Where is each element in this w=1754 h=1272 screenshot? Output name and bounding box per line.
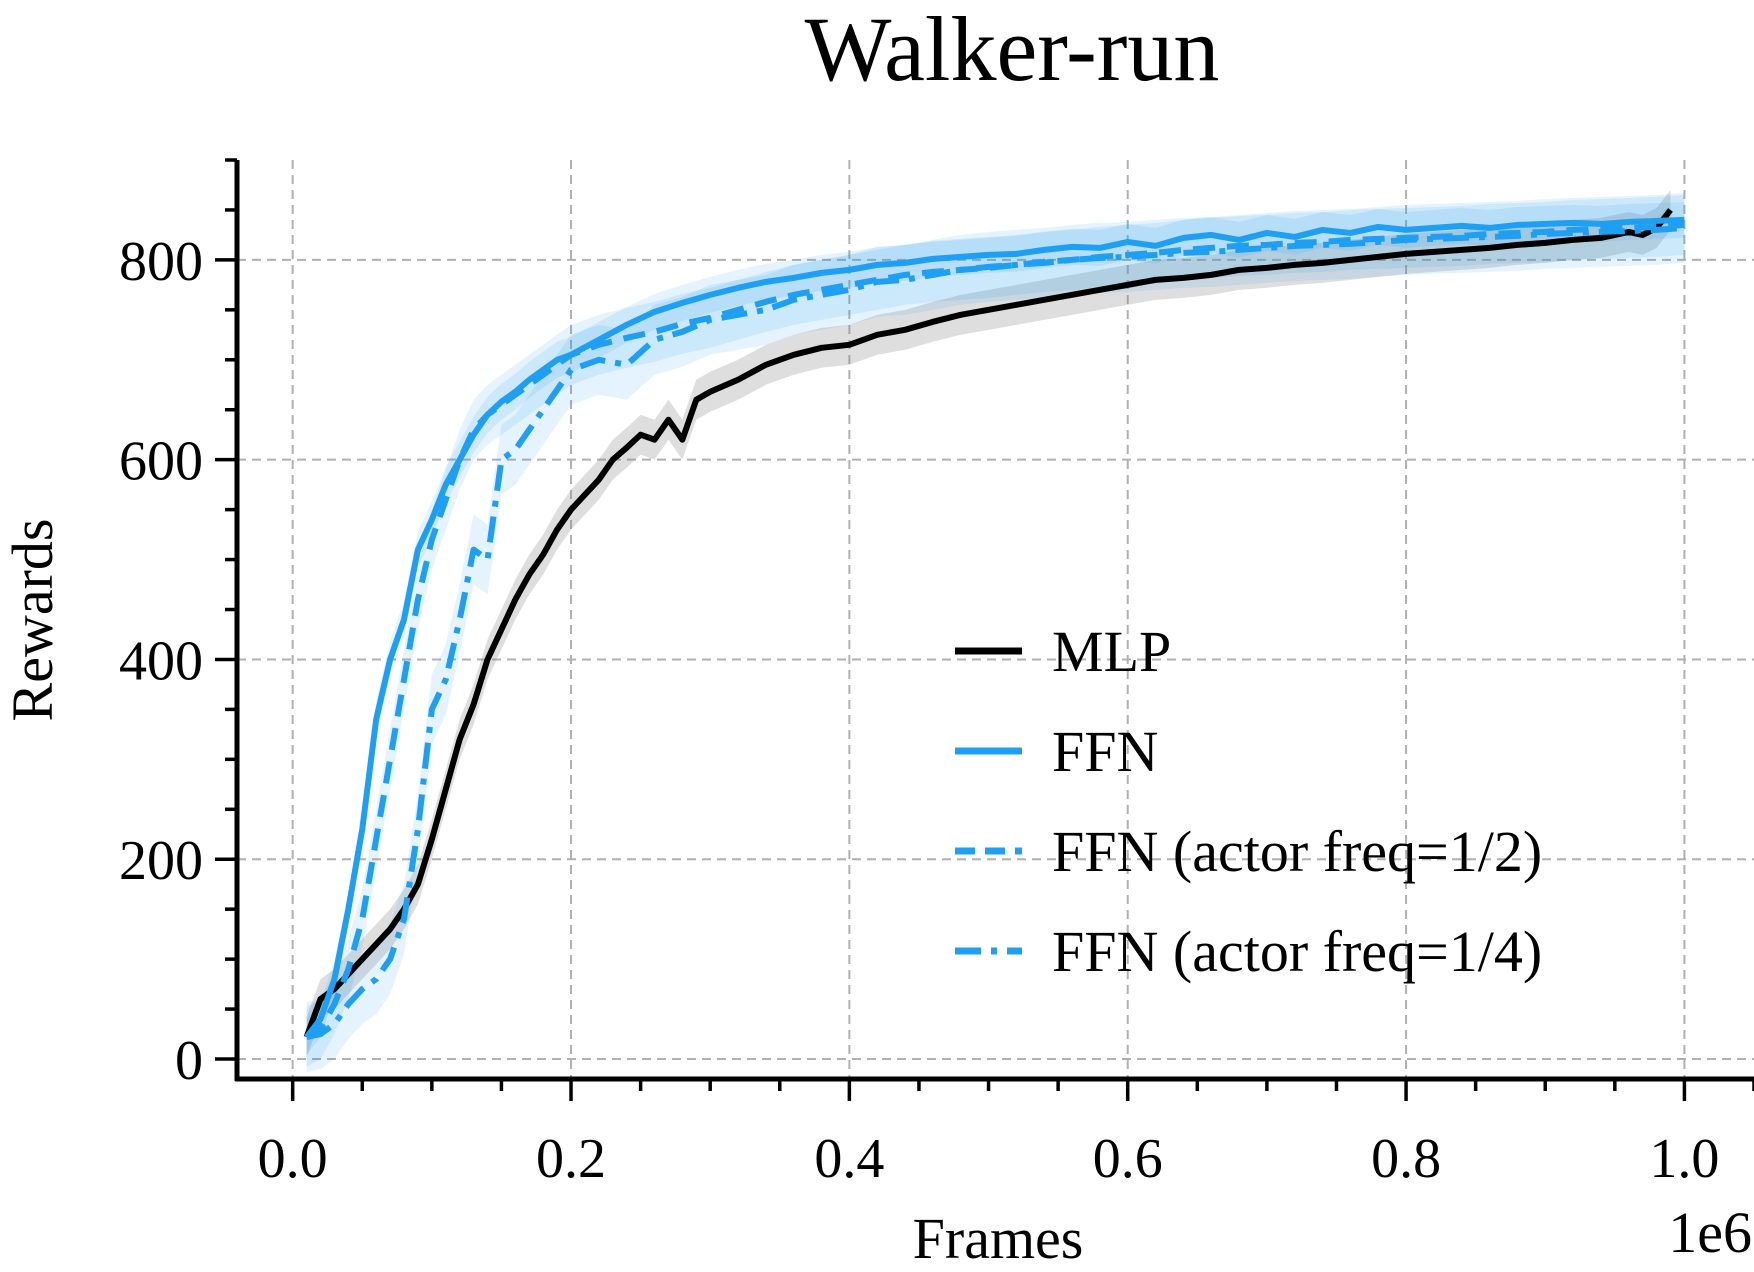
x-tick-label: 1.0 xyxy=(1649,1128,1719,1190)
chart-title: Walker-run xyxy=(805,0,1220,100)
series-lines xyxy=(303,208,1685,1040)
series-line-4 xyxy=(305,224,1685,1040)
y-axis-label: Rewards xyxy=(0,519,65,722)
legend-label-1: MLP xyxy=(1052,619,1171,684)
x-tick-label: 0.6 xyxy=(1093,1128,1163,1190)
x-tick-label: 0.0 xyxy=(258,1128,328,1190)
y-tick-label: 600 xyxy=(119,431,203,493)
legend-label-3: FFN (actor freq=1/2) xyxy=(1052,819,1542,884)
series-line-2 xyxy=(304,216,1685,1039)
series-line-3 xyxy=(305,221,1685,1040)
axes xyxy=(234,160,1754,1082)
x-axis-label: Frames xyxy=(913,1206,1084,1271)
legend-label-2: FFN xyxy=(1052,719,1158,784)
tick-labels: 0.0 0.2 0.4 0.6 0.8 1.0 0 200 400 600 800 xyxy=(119,231,1719,1190)
y-tick-label: 0 xyxy=(175,1030,203,1092)
series-line-1 xyxy=(303,208,1673,1039)
y-tick-label: 200 xyxy=(119,830,203,892)
x-tick-label: 0.2 xyxy=(536,1128,606,1190)
legend: MLP FFN FFN (actor freq=1/2) FFN (actor fre… xyxy=(955,619,1542,984)
y-tick-label: 400 xyxy=(119,630,203,692)
x-offset-label: 1e6 xyxy=(1668,1200,1752,1265)
y-tick-label: 800 xyxy=(119,231,203,293)
ticks xyxy=(215,158,1754,1101)
x-tick-label: 0.4 xyxy=(814,1128,884,1190)
grid xyxy=(237,160,1754,1079)
x-tick-label: 0.8 xyxy=(1371,1128,1441,1190)
legend-label-4: FFN (actor freq=1/4) xyxy=(1052,919,1542,984)
